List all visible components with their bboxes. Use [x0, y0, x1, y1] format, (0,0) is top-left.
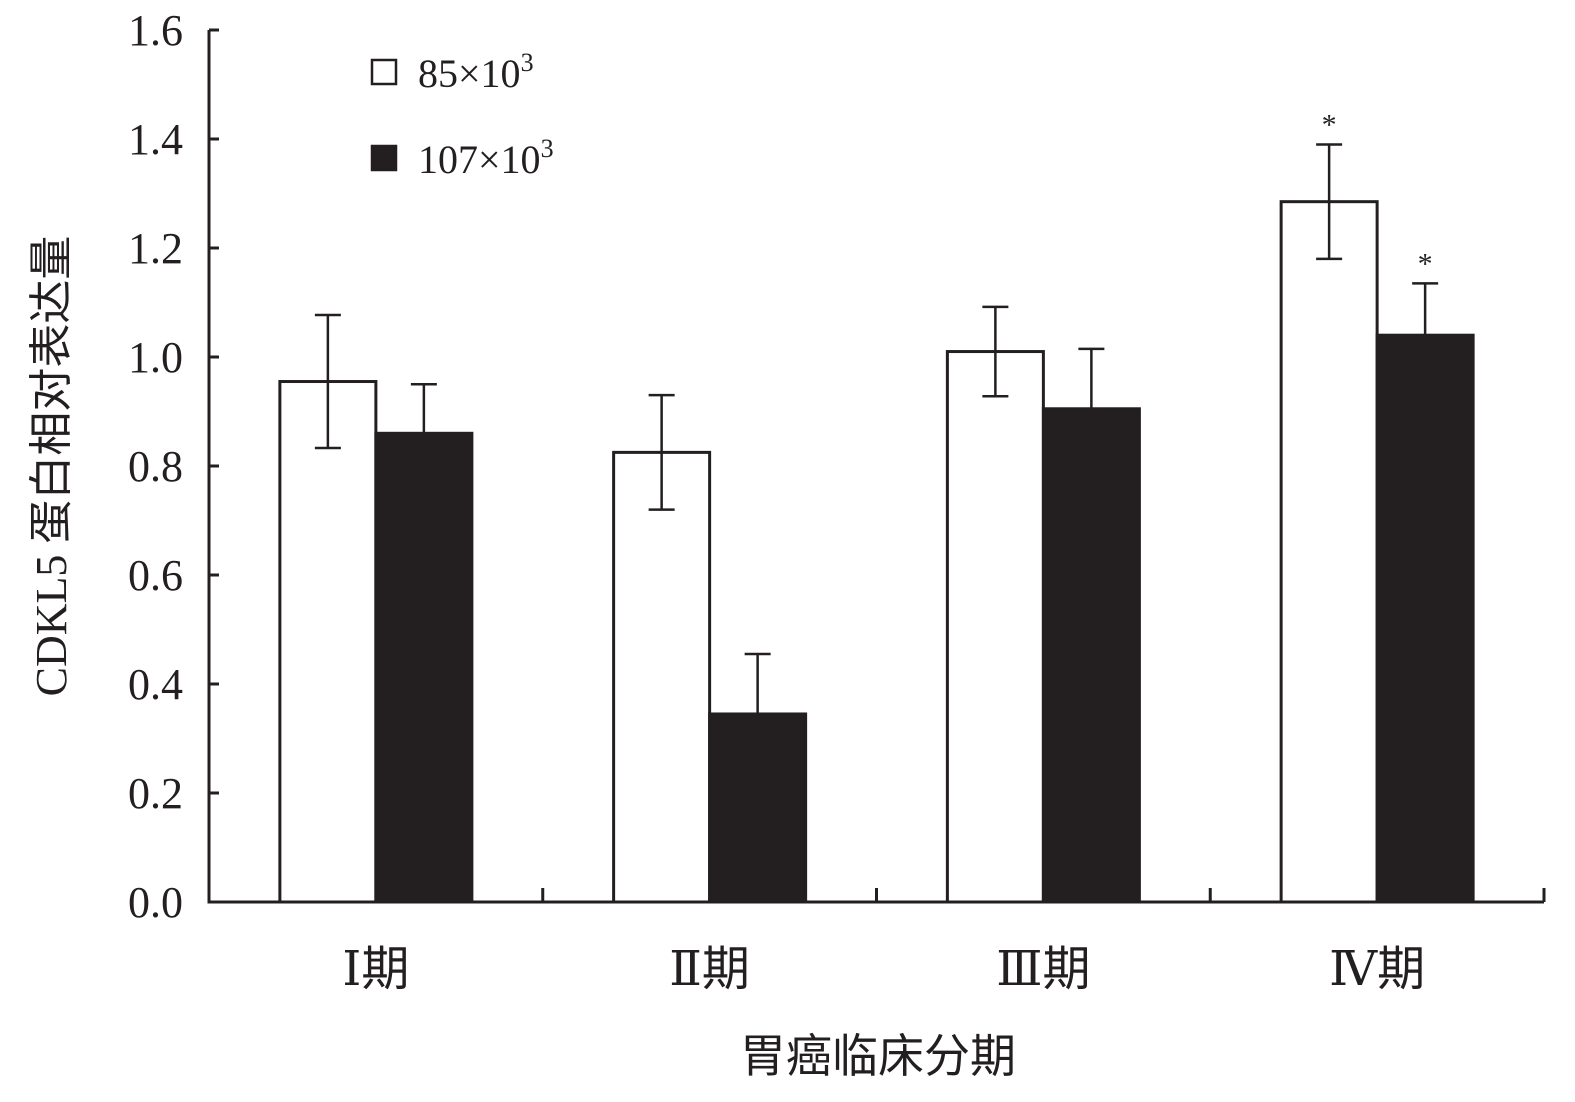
legend-label-1-sup: 3 — [541, 134, 554, 163]
y-tick-label-1: 0.2 — [128, 769, 183, 818]
bar-s1-c1 — [708, 712, 808, 904]
bar-s1-c2 — [1041, 407, 1141, 904]
bar-s0-c0 — [278, 380, 378, 904]
legend-label-0: 85×103 — [418, 48, 534, 96]
y-tick-label-2: 0.4 — [128, 660, 183, 709]
legend-swatch-0 — [370, 58, 398, 86]
y-axis-label: CDKL5 蛋白相对表达量 — [27, 236, 76, 697]
y-tick-label-5: 1.0 — [128, 333, 183, 382]
plot-area: * * 0.0 0.2 0.4 0.6 0.8 1.0 1.2 1.4 1.6 Ⅰ期 Ⅱ期 Ⅲ期 Ⅳ期 — [128, 6, 1546, 996]
y-tick-label-4: 0.8 — [128, 442, 183, 491]
bar-s0-c3 — [1279, 200, 1379, 904]
bar-s1-c3 — [1375, 333, 1475, 904]
x-tick-label-1: Ⅱ期 — [669, 943, 750, 996]
bar-s0-c2 — [945, 350, 1045, 904]
bar-s0-c1 — [612, 450, 712, 904]
y-tick-label-7: 1.4 — [128, 115, 183, 164]
y-tick-label-6: 1.2 — [128, 224, 183, 273]
legend-item-0: 85×103 — [370, 48, 534, 96]
y-tick-label-8: 1.6 — [128, 6, 183, 55]
x-axis-label: 胃癌临床分期 — [740, 1031, 1016, 1082]
bar-s1-c0 — [374, 431, 474, 904]
significance-mark-s0-c3: * — [1322, 108, 1337, 141]
y-tick-label-3: 0.6 — [128, 551, 183, 600]
x-tick-label-2: Ⅲ期 — [996, 943, 1090, 996]
legend-label-1: 107×103 — [418, 134, 554, 182]
x-tick-label-3: Ⅳ期 — [1329, 943, 1425, 996]
x-tick-label-0: Ⅰ期 — [342, 943, 409, 996]
legend-label-0-sup: 3 — [521, 48, 534, 77]
legend-item-1: 107×103 — [370, 134, 554, 182]
legend-swatch-1 — [370, 144, 398, 172]
legend: 85×103 107×103 — [370, 48, 554, 182]
y-tick-label-0: 0.0 — [128, 878, 183, 927]
significance-mark-s1-c3: * — [1418, 247, 1433, 280]
